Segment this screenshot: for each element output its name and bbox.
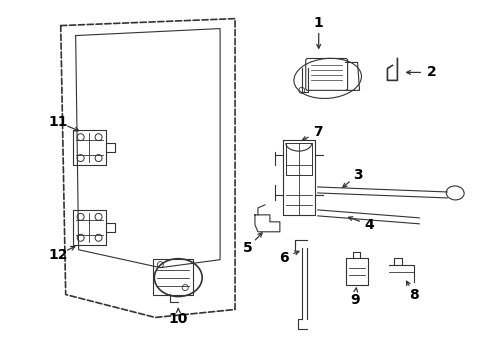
Text: 12: 12 [48, 248, 67, 262]
Text: 1: 1 [313, 15, 323, 30]
Text: 6: 6 [279, 251, 288, 265]
Text: 3: 3 [352, 168, 362, 182]
Text: 5: 5 [243, 241, 252, 255]
Text: 10: 10 [168, 312, 187, 327]
Text: 11: 11 [48, 115, 67, 129]
Text: 7: 7 [312, 125, 322, 139]
Text: 9: 9 [349, 293, 359, 306]
Text: 4: 4 [364, 218, 374, 232]
Text: 2: 2 [426, 66, 435, 80]
Text: 8: 8 [408, 288, 418, 302]
